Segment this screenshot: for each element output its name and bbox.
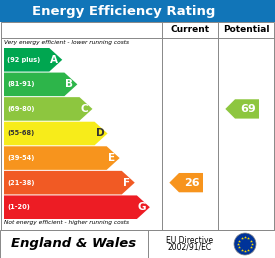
- Text: (21-38): (21-38): [7, 180, 34, 186]
- Text: (69-80): (69-80): [7, 106, 34, 112]
- Text: F: F: [123, 178, 130, 188]
- Text: Not energy efficient - higher running costs: Not energy efficient - higher running co…: [4, 220, 129, 225]
- Polygon shape: [4, 171, 135, 195]
- Polygon shape: [4, 97, 92, 121]
- Text: 69: 69: [240, 104, 256, 114]
- Text: Very energy efficient - lower running costs: Very energy efficient - lower running co…: [4, 40, 129, 45]
- Text: A: A: [50, 55, 58, 65]
- Text: EU Directive: EU Directive: [166, 236, 214, 245]
- Text: 2002/91/EC: 2002/91/EC: [168, 243, 212, 252]
- Bar: [1, 22, 274, 230]
- Text: England & Wales: England & Wales: [12, 238, 137, 251]
- Text: G: G: [138, 202, 146, 212]
- Bar: [0, 230, 275, 258]
- Circle shape: [234, 233, 256, 255]
- Text: (1-20): (1-20): [7, 204, 30, 210]
- Polygon shape: [4, 195, 150, 219]
- Text: E: E: [108, 153, 115, 163]
- Polygon shape: [4, 72, 77, 96]
- Text: (92 plus): (92 plus): [7, 57, 40, 63]
- Bar: [0, 0, 275, 22]
- Text: 26: 26: [184, 178, 200, 188]
- Text: Energy Efficiency Rating: Energy Efficiency Rating: [32, 4, 215, 18]
- Polygon shape: [4, 146, 120, 170]
- Text: Potential: Potential: [223, 26, 269, 35]
- Polygon shape: [169, 173, 203, 192]
- Polygon shape: [4, 48, 62, 71]
- Text: Current: Current: [170, 26, 210, 35]
- Text: (39-54): (39-54): [7, 155, 34, 161]
- Text: (55-68): (55-68): [7, 131, 34, 136]
- Text: D: D: [96, 128, 104, 139]
- Polygon shape: [225, 99, 259, 119]
- Text: B: B: [65, 79, 73, 89]
- Text: C: C: [81, 104, 88, 114]
- Polygon shape: [4, 122, 108, 145]
- Text: (81-91): (81-91): [7, 81, 34, 87]
